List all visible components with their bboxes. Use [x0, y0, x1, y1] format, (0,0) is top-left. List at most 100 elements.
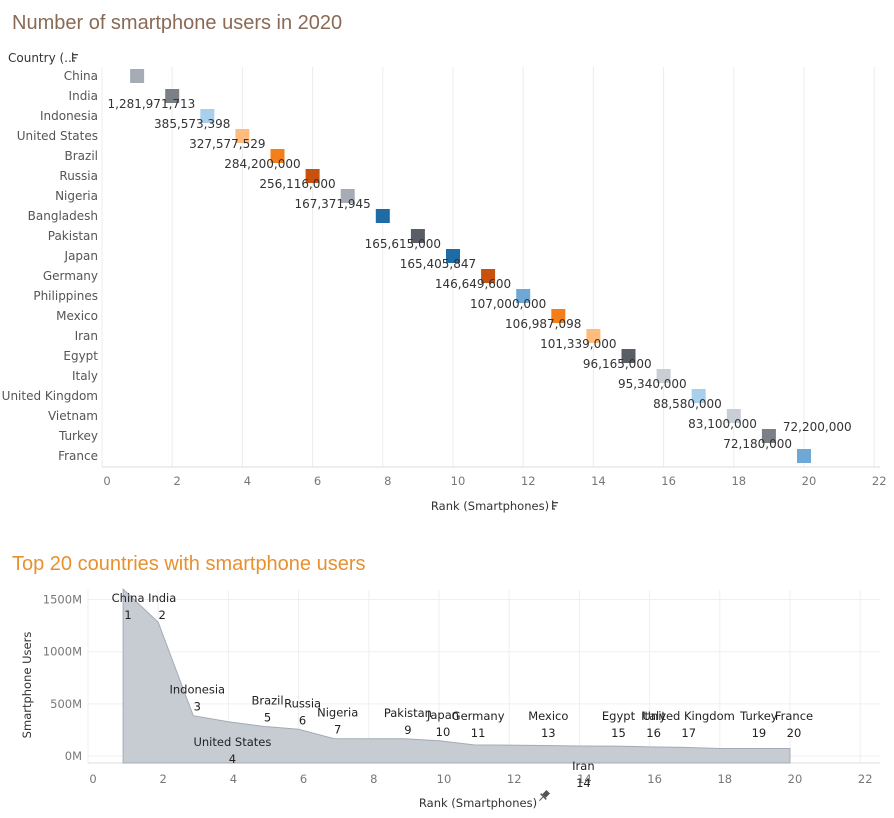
x-sort-icon	[552, 500, 558, 510]
country-label: Vietnam	[48, 409, 98, 423]
value-label: 83,100,000	[688, 417, 757, 431]
area-rank-label: 13	[541, 726, 556, 740]
value-label: 167,371,945	[294, 197, 370, 211]
x-tick-label: 4	[244, 474, 251, 488]
x-sort-icon-bar	[552, 508, 555, 510]
value-label: 95,340,000	[618, 377, 687, 391]
y-tick-label: 500M	[50, 697, 82, 711]
data-point	[375, 209, 390, 223]
area-rank-label: 5	[264, 710, 271, 724]
country-label: China	[64, 69, 98, 83]
data-point	[691, 389, 706, 403]
data-point	[410, 229, 425, 243]
value-label: 72,180,000	[723, 437, 792, 451]
area-country-label: Turkey	[739, 709, 778, 723]
area-rank-label: 14	[576, 776, 591, 790]
country-label: Turkey	[58, 429, 98, 443]
x-tick-label: 10	[437, 772, 452, 786]
area-country-label: Italy	[641, 709, 666, 723]
data-point	[586, 329, 601, 343]
data-point	[656, 369, 671, 383]
data-point	[726, 409, 741, 423]
area-country-label: France	[775, 709, 813, 723]
area-chart: Smartphone Users 0M 500M 1000M 1500M 0 2 4 6 8 10 1…	[20, 587, 880, 810]
y-axis-title: Country (..	[8, 51, 72, 65]
x-tick-label: 6	[300, 772, 307, 786]
data-point	[130, 69, 145, 83]
y-tick-label: 0M	[65, 749, 82, 763]
value-label: 146,649,600	[435, 277, 511, 291]
area-rank-label: 10	[436, 725, 451, 739]
x-sort-icon-bar	[552, 505, 557, 507]
value-label: 284,200,000	[224, 157, 300, 171]
sort-icon-stem	[72, 52, 74, 62]
data-point	[797, 449, 811, 463]
x-tick-label: 18	[717, 772, 732, 786]
area-country-label: China	[112, 591, 145, 605]
area-country-label: Mexico	[528, 709, 568, 723]
country-label: Nigeria	[55, 189, 98, 203]
x-tick-label: 22	[872, 474, 887, 488]
area-rank-label: 19	[752, 726, 767, 740]
pin-icon-head	[542, 789, 551, 798]
area-country-label: Brazil	[251, 693, 283, 707]
pin-icon-needle	[539, 796, 544, 801]
area-rank-label: 4	[229, 752, 236, 766]
area-rank-label: 17	[681, 726, 696, 740]
area-country-label: Germany	[452, 709, 505, 723]
y-tick-label: 1000M	[43, 645, 82, 659]
x-tick-label: 16	[661, 474, 676, 488]
x-axis-title: Rank (Smartphones)	[419, 796, 537, 810]
value-label: 385,573,398	[154, 117, 230, 131]
data-point	[761, 429, 776, 443]
chart-title-dotplot: Number of smartphone users in 2020	[12, 12, 343, 34]
area-country-label: Russia	[284, 696, 321, 710]
x-tick-label: 20	[788, 772, 803, 786]
x-tick-label: 2	[160, 772, 167, 786]
country-label: Indonesia	[40, 109, 98, 123]
data-point	[551, 309, 566, 323]
x-tick-label: 22	[858, 772, 873, 786]
value-label: 72,200,000	[783, 420, 852, 434]
country-label: Iran	[75, 329, 98, 343]
value-label: 256,116,000	[259, 177, 335, 191]
country-label: Egypt	[63, 349, 98, 363]
y-axis-title: Smartphone Users	[20, 632, 34, 739]
area-country-label: United States	[193, 735, 271, 749]
country-label: Bangladesh	[28, 209, 98, 223]
y-tick-label: 1500M	[43, 593, 82, 607]
sort-icon-bar	[72, 60, 75, 62]
x-tick-label: 6	[314, 474, 321, 488]
area-country-label: Pakistan	[384, 706, 432, 720]
area-rank-label: 2	[159, 608, 166, 622]
x-tick-label: 14	[577, 772, 592, 786]
value-label: 106,987,098	[505, 317, 581, 331]
pin-icon-base	[540, 793, 547, 800]
sort-icon	[72, 52, 78, 62]
area-rank-label: 11	[471, 726, 486, 740]
x-tick-label: 12	[521, 474, 536, 488]
country-label: Italy	[72, 369, 98, 383]
dot-plot-chart: Country (.. 0 2 4 6 8 10 12 14 16 18 20 22 Rank (Smar…	[2, 51, 887, 513]
x-tick-label: 18	[731, 474, 746, 488]
pin-icon	[539, 789, 551, 801]
country-label: United States	[17, 129, 98, 143]
country-label: Brazil	[65, 149, 99, 163]
area-country-label: Iran	[572, 759, 594, 773]
area-country-label: Indonesia	[169, 683, 225, 697]
value-label: 327,577,529	[189, 137, 265, 151]
area-country-label: Nigeria	[317, 706, 358, 720]
country-label: Philippines	[33, 289, 98, 303]
value-label: 107,000,000	[470, 297, 546, 311]
x-tick-label: 0	[89, 772, 96, 786]
x-tick-label: 16	[647, 772, 662, 786]
x-tick-label: 8	[384, 474, 391, 488]
value-label: 101,339,000	[540, 337, 616, 351]
sort-icon-bar	[72, 54, 78, 56]
area-country-label: Japan	[426, 708, 459, 722]
value-label: 96,165,000	[583, 357, 652, 371]
country-label: Mexico	[56, 309, 98, 323]
data-point	[481, 269, 496, 283]
data-point	[340, 189, 355, 203]
area-rank-label: 6	[299, 713, 306, 727]
